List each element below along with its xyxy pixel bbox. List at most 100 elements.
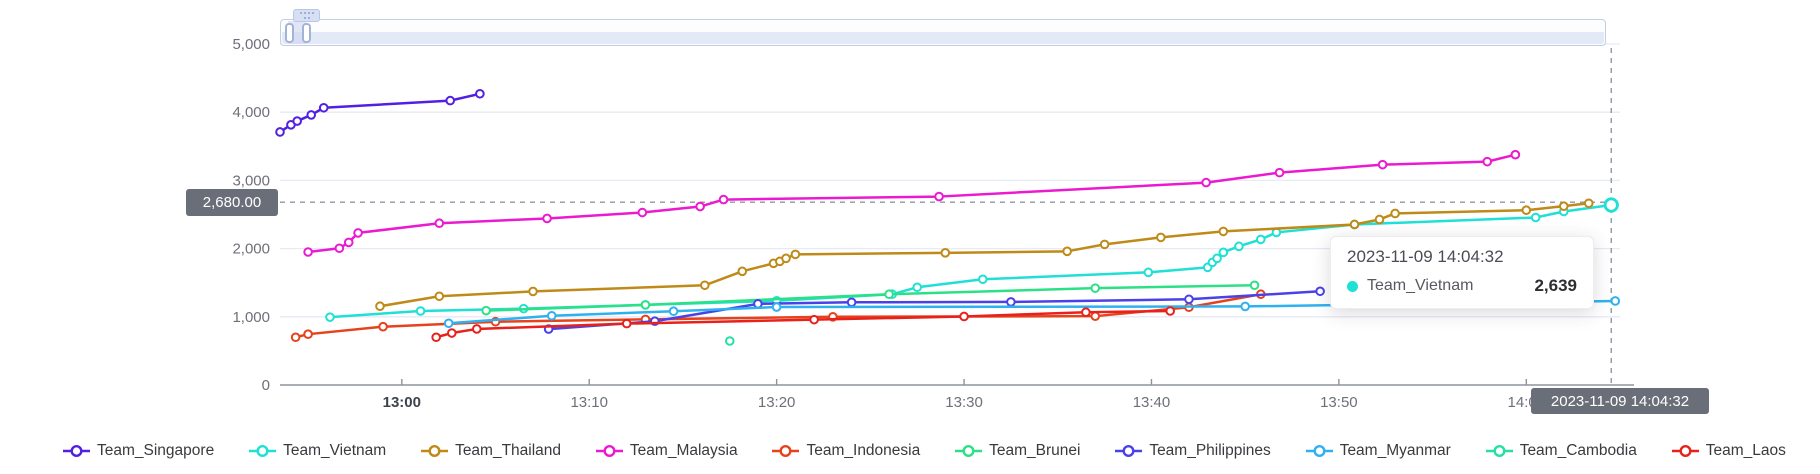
data-point-team_malaysia[interactable] [1482,156,1493,167]
data-point-team_singapore[interactable] [275,127,285,137]
legend-item-team_malaysia[interactable]: Team_Malaysia [595,442,738,460]
data-point-team_indonesia[interactable] [378,321,388,332]
data-point-team_brunei[interactable] [640,300,651,310]
data-point-team_laos[interactable] [1165,306,1176,316]
datazoom-left-handle[interactable] [285,23,294,43]
data-point-team_thailand[interactable] [1390,208,1400,219]
data-point-team_thailand[interactable] [434,291,445,302]
data-point-team_malaysia[interactable] [353,228,363,238]
data-point-team_thailand[interactable] [1156,232,1166,243]
data-point-team_myanmar[interactable] [771,302,782,312]
data-point-team_thailand[interactable] [528,286,538,297]
legend-item-team_indonesia[interactable]: Team_Indonesia [771,442,920,460]
data-point-team_thailand[interactable] [940,248,951,258]
data-point-team_myanmar[interactable] [546,310,557,321]
data-point-team_brunei[interactable] [1249,280,1260,291]
data-point-team_singapore[interactable] [475,88,485,99]
legend: Team_Singapore Team_Vietnam Team_Thailand T… [0,436,1820,466]
data-point-team_vietnam[interactable] [1143,267,1154,278]
legend-item-team_singapore[interactable]: Team_Singapore [62,442,214,460]
data-point-team_vietnam-hovered[interactable] [1603,197,1619,213]
data-point-team_myanmar[interactable] [443,318,454,329]
data-point-team_vietnam[interactable] [325,312,335,322]
data-point-team_laos[interactable] [431,332,441,343]
data-point-team_thailand[interactable] [781,253,791,264]
data-point-team_malaysia[interactable] [1274,167,1285,178]
data-point-team_malaysia[interactable] [334,243,345,254]
data-point-team_malaysia[interactable] [1377,159,1388,170]
data-point-team_thailand[interactable] [700,280,710,291]
data-point-team_malaysia[interactable] [343,237,354,248]
data-point-team_thailand[interactable] [1583,198,1594,209]
data-point-team_laos[interactable] [446,328,457,338]
legend-label: Team_Indonesia [806,442,921,459]
data-point-team_malaysia[interactable] [934,191,944,202]
legend-item-team_laos[interactable]: Team_Laos [1671,442,1786,460]
data-point-team_vietnam[interactable] [415,306,426,316]
data-point-team_indonesia[interactable] [303,329,313,339]
data-point-team_brunei[interactable] [1090,283,1101,293]
data-point-team_indonesia[interactable] [290,332,301,343]
data-point-team_malaysia[interactable] [718,194,729,205]
data-point-team_singapore[interactable] [445,95,456,106]
data-point-team_malaysia[interactable] [542,213,552,224]
data-point-team_malaysia[interactable] [637,207,648,218]
legend-label: Team_Singapore [97,442,215,459]
data-point-team_vietnam[interactable] [1255,234,1266,245]
data-point-team_laos[interactable] [959,311,969,322]
datazoom-grip-handle[interactable] [293,9,320,22]
legend-label: Team_Brunei [989,442,1081,459]
data-point-team_thailand[interactable] [1062,246,1072,257]
data-point-team_brunei[interactable] [884,289,894,300]
data-point-team_thailand[interactable] [1558,201,1569,211]
data-point-team_vietnam[interactable] [1234,241,1244,252]
data-point-team_thailand[interactable] [1349,219,1360,230]
data-point-team_thailand[interactable] [737,266,748,277]
data-point-team_myanmar[interactable] [668,306,679,317]
legend-item-team_philippines[interactable]: Team_Philippines [1114,442,1271,460]
data-point-team_singapore[interactable] [306,110,317,120]
data-point-team_philippines[interactable] [1315,286,1325,297]
y-axis-pointer-label: 2,680.00 [186,189,278,216]
data-point-team_malaysia[interactable] [1201,177,1211,188]
data-point-team_laos[interactable] [621,318,632,329]
legend-item-team_myanmar[interactable]: Team_Myanmar [1305,442,1451,460]
datazoom-right-handle[interactable] [302,23,311,43]
data-point-team_cambodia[interactable] [724,336,735,346]
data-point-team_laos[interactable] [809,314,819,325]
data-point-team_philippines[interactable] [846,297,857,308]
data-point-team_laos[interactable] [1081,307,1091,318]
data-point-team_indonesia[interactable] [1090,311,1101,321]
data-point-team_vietnam[interactable] [1212,253,1222,264]
data-point-team_thailand[interactable] [375,301,385,312]
data-point-team_philippines[interactable] [1184,294,1194,305]
data-point-team_vietnam[interactable] [977,274,988,285]
data-point-team_malaysia[interactable] [1510,149,1521,160]
data-point-team_malaysia[interactable] [434,218,445,229]
data-point-team_singapore[interactable] [292,116,302,126]
legend-item-team_brunei[interactable]: Team_Brunei [954,442,1080,460]
data-point-team_thailand[interactable] [1374,214,1385,225]
chart-canvas[interactable]: 0 1,000 2,000 3,000 4,000 5,000 13:00 13:10 13:2… [0,0,1820,432]
data-point-team_laos[interactable] [471,324,482,334]
data-point-team_vietnam[interactable] [1218,247,1229,258]
legend-item-team_vietnam[interactable]: Team_Vietnam [248,442,386,460]
data-point-team_thailand[interactable] [1099,239,1110,250]
legend-item-team_thailand[interactable]: Team_Thailand [420,442,561,460]
data-point-team_thailand[interactable] [1218,226,1229,237]
data-point-team_singapore[interactable] [318,102,329,113]
data-point-team_thailand[interactable] [790,249,801,260]
data-point-team_malaysia[interactable] [695,201,705,212]
data-point-team_myanmar[interactable] [1610,296,1621,306]
data-point-team_thailand[interactable] [1521,205,1532,216]
data-point-team_vietnam[interactable] [912,282,923,293]
data-point-team_myanmar[interactable] [1240,301,1250,312]
data-point-team_philippines[interactable] [1006,297,1016,307]
legend-item-team_cambodia[interactable]: Team_Cambodia [1485,442,1637,460]
data-point-team_brunei[interactable] [481,305,491,316]
data-point-team_malaysia[interactable] [303,247,313,257]
legend-label: Team_Philippines [1149,442,1271,459]
series-line-team_myanmar[interactable] [447,299,1617,325]
data-point-team_vietnam[interactable] [1530,212,1541,223]
datazoom-slider[interactable] [280,9,1606,46]
